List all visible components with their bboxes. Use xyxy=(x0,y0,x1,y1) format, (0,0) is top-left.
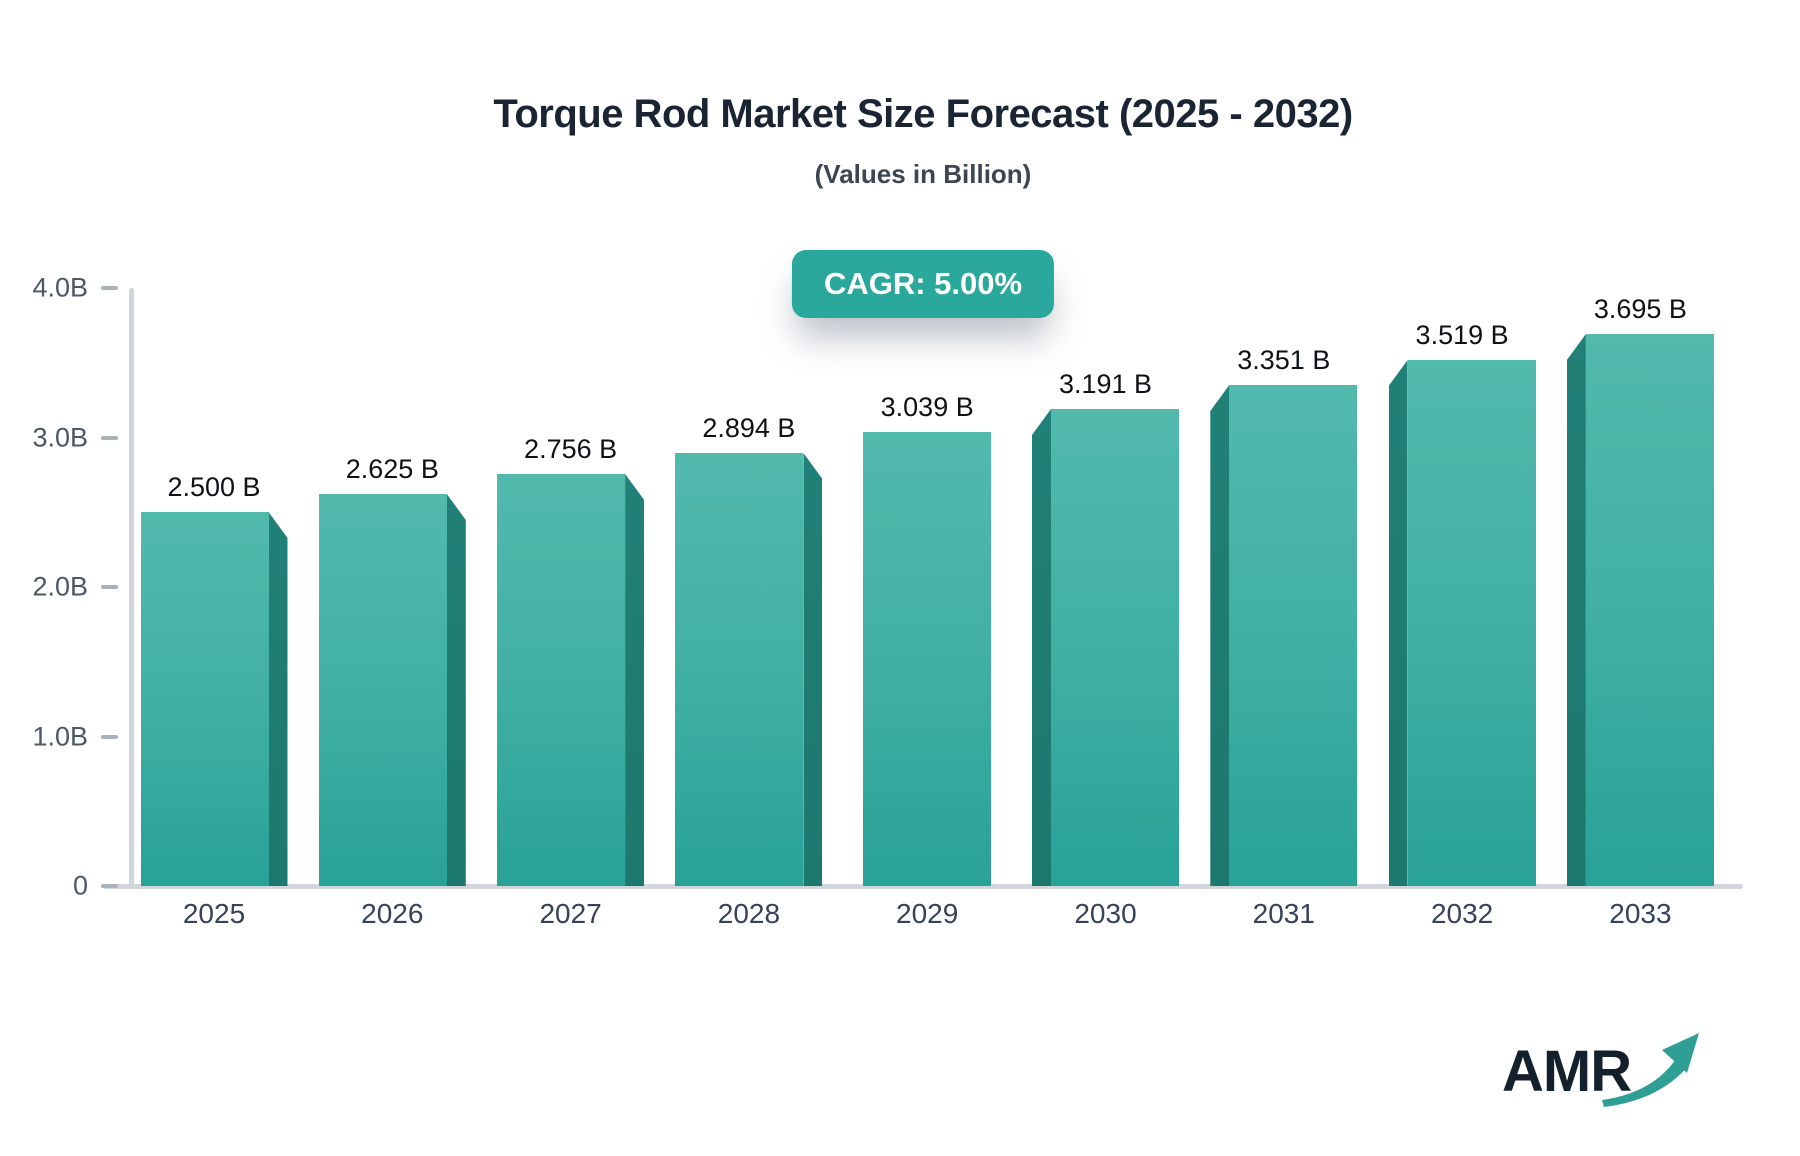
bar-face xyxy=(1585,334,1714,886)
bar-face xyxy=(318,494,447,886)
y-axis-tick xyxy=(101,435,118,440)
y-axis-tick xyxy=(101,286,118,290)
x-axis-label: 2025 xyxy=(182,898,246,929)
bar-value-label: 2.625 B xyxy=(345,454,439,484)
bar-value-label: 2.894 B xyxy=(702,413,796,443)
amr-logo: AMR xyxy=(1502,1026,1712,1111)
bar-side-shadow xyxy=(1032,409,1051,886)
bar-2030: 3.191 B xyxy=(1032,369,1179,886)
bar-2031: 3.351 B xyxy=(1210,345,1358,886)
bar-side-shadow xyxy=(1388,360,1408,886)
bar-value-label: 3.039 B xyxy=(880,392,974,422)
bar-value-label: 3.695 B xyxy=(1593,294,1687,324)
bar-side-shadow xyxy=(1210,385,1230,886)
bar-value-label: 2.500 B xyxy=(167,472,261,502)
bar-face xyxy=(675,453,804,886)
amr-logo-text: AMR xyxy=(1502,1039,1632,1104)
x-axis-baseline xyxy=(103,884,1743,889)
x-axis-label: 2032 xyxy=(1430,898,1494,929)
x-axis-label: 2030 xyxy=(1074,898,1137,929)
bar-2029: 3.039 B xyxy=(863,392,992,886)
x-axis-label: 2028 xyxy=(717,898,781,929)
bar-2025: 2.500 B xyxy=(140,472,288,886)
bar-side-shadow xyxy=(625,474,645,886)
bar-2027: 2.756 B xyxy=(497,434,645,886)
bar-face xyxy=(497,474,626,886)
bar-face xyxy=(1229,385,1358,886)
bar-2032: 3.519 B xyxy=(1388,320,1536,886)
bar-value-label: 3.351 B xyxy=(1237,345,1331,375)
growth-arrow-icon xyxy=(1602,1033,1699,1107)
y-axis-line xyxy=(129,288,134,886)
bar-value-label: 2.756 B xyxy=(524,434,618,464)
bar-side-shadow xyxy=(803,453,823,886)
bar-face xyxy=(140,512,269,886)
bar-value-label: 3.191 B xyxy=(1058,369,1153,399)
chart-title: Torque Rod Market Size Forecast (2025 - … xyxy=(493,92,1353,136)
cagr-badge: CAGR: 5.00% xyxy=(791,250,1055,318)
bar-face xyxy=(863,432,992,886)
chart-subtitle: (Values in Billion) xyxy=(814,159,1032,189)
x-axis-label: 2033 xyxy=(1609,898,1672,929)
x-axis-label: 2027 xyxy=(539,898,602,929)
x-axis-label: 2029 xyxy=(896,898,959,929)
bar-side-shadow xyxy=(268,512,288,886)
bar-face xyxy=(1407,360,1536,886)
y-axis-label: 4.0B xyxy=(32,272,88,303)
y-axis-label: 0 xyxy=(72,870,88,901)
x-axis-label: 2031 xyxy=(1252,898,1315,929)
chart-header: Torque Rod Market Size Forecast (2025 - … xyxy=(46,92,1800,190)
y-axis-label: 3.0B xyxy=(32,422,88,452)
bar-face xyxy=(1051,409,1179,886)
y-axis-tick xyxy=(101,734,118,739)
bar-side-shadow xyxy=(1566,334,1586,886)
bar-2028: 2.894 B xyxy=(675,413,823,886)
y-axis-label: 1.0B xyxy=(32,721,88,751)
y-axis-label: 2.0B xyxy=(32,571,88,602)
bar-2026: 2.625 B xyxy=(318,454,466,886)
y-axis-tick xyxy=(101,585,118,589)
bar-side-shadow xyxy=(446,494,466,886)
y-axis-tick xyxy=(101,884,118,888)
bar-2033: 3.695 B xyxy=(1566,294,1714,886)
x-axis-label: 2026 xyxy=(361,898,424,929)
bar-value-label: 3.519 B xyxy=(1415,320,1509,350)
